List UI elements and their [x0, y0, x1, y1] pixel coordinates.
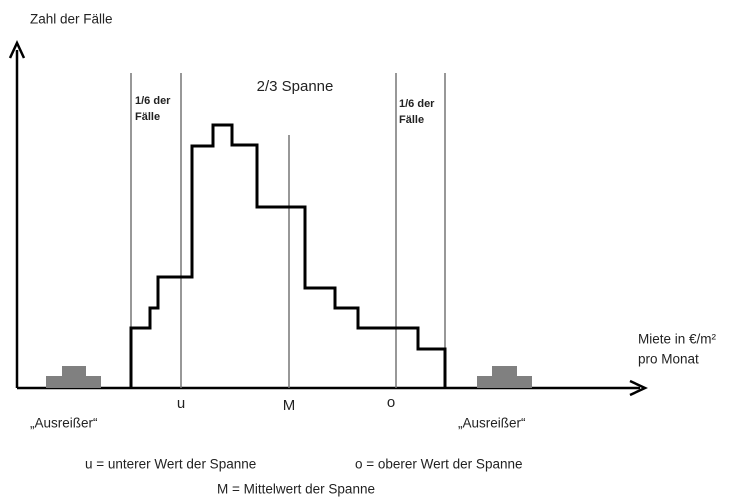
share-label: Fälle: [135, 111, 160, 123]
y-arrow: [8, 40, 26, 59]
outlier-block: [46, 376, 101, 388]
outlier-block: [492, 366, 517, 376]
marker-label: o: [387, 394, 395, 411]
share-label: 1/6 der: [399, 98, 435, 110]
legend-item: M = Mittelwert der Spanne: [217, 482, 375, 497]
x-axis-label: pro Monat: [638, 352, 699, 367]
histogram: [129, 123, 447, 388]
share-label: Fälle: [399, 114, 424, 126]
outlier-label: „Ausreißer“: [458, 416, 526, 431]
x-axis-label: Miete in €/m²: [638, 332, 717, 347]
span-label: 2/3 Spanne: [257, 78, 334, 95]
outlier-block: [477, 376, 532, 388]
marker-label: u: [177, 395, 185, 412]
outlier-label: „Ausreißer“: [30, 416, 98, 431]
y-axis-label: Zahl der Fälle: [30, 12, 113, 27]
share-label: 1/6 der: [135, 95, 171, 107]
x-arrow: [629, 379, 648, 397]
outlier-block: [62, 366, 86, 376]
marker-label: M: [283, 397, 296, 414]
legend-item: u = unterer Wert der Spanne: [85, 457, 256, 472]
legend-item: o = oberer Wert der Spanne: [355, 457, 522, 472]
